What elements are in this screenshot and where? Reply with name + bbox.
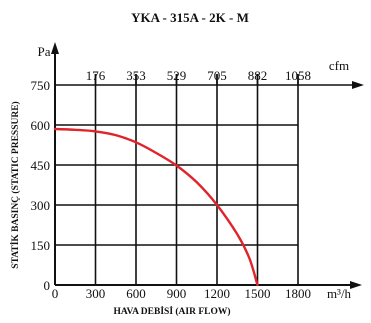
- y-axis-arrow: [51, 42, 59, 54]
- y-tick-label: 450: [31, 158, 51, 173]
- y-tick-label: 150: [31, 238, 51, 253]
- y-tick-label: 0: [44, 278, 51, 293]
- cfm-unit-label: cfm: [329, 58, 349, 73]
- cfm-tick-label: 529: [167, 68, 187, 83]
- cfm-tick-label: 705: [207, 68, 227, 83]
- axes: [51, 42, 364, 289]
- x-tick-label: 600: [126, 286, 146, 301]
- x-tick-label: 900: [167, 286, 187, 301]
- x-tick-label: 1800: [285, 286, 311, 301]
- cfm-tick-label: 353: [126, 68, 146, 83]
- cfm-axis-arrow: [352, 81, 364, 89]
- y-tick-label: 750: [31, 78, 51, 93]
- y-tick-label: 600: [31, 118, 51, 133]
- tick-labels: 0 300 600 900 1200 1500 1800 0 150 300 450 600 750 17…: [31, 68, 312, 301]
- x-unit-label: m³/h: [327, 286, 352, 301]
- x-axis-label: HAVA DEBİSİ (AIR FLOW): [113, 305, 230, 317]
- series-line: [53, 127, 259, 287]
- chart-title: YKA - 315A - 2K - M: [131, 10, 249, 25]
- x-tick-label: 1500: [245, 286, 271, 301]
- cfm-tick-label: 1058: [285, 68, 311, 83]
- grid: [55, 74, 352, 285]
- y-axis-label: STATİK BASINÇ (STATIC PRESSURE): [9, 101, 21, 268]
- cfm-tick-label: 176: [86, 68, 106, 83]
- y-tick-label: 300: [31, 198, 51, 213]
- x-axis-arrow: [350, 281, 362, 289]
- x-tick-label: 300: [86, 286, 106, 301]
- y-unit-label: Pa: [38, 44, 51, 59]
- cfm-tick-label: 882: [248, 68, 268, 83]
- x-tick-label: 1200: [204, 286, 230, 301]
- x-tick-label: 0: [52, 286, 59, 301]
- series-layer: [53, 127, 259, 287]
